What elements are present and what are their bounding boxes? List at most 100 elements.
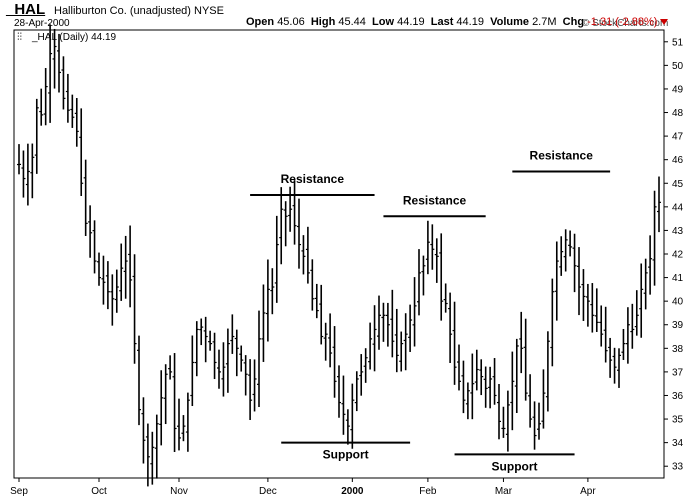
ohlc-bar [314,283,319,319]
ohlc-bar [119,243,124,301]
ohlc-bar [177,398,181,451]
ohlc-bar [105,261,110,310]
ohlc-bar [363,348,368,383]
x-tick-label: Nov [170,486,188,497]
ohlc-bar [417,249,421,316]
x-tick-label: Feb [419,486,437,497]
y-tick-label: 51 [672,37,684,48]
ohlc-bar [639,263,644,338]
ohlc-bar [61,56,66,110]
ohlc-bar [25,143,30,206]
ohlc-bar [234,329,239,377]
ohlc-bar [110,274,115,326]
ohlc-bar [612,347,617,384]
ohlc-bar [385,302,390,347]
ohlc-bar [559,236,564,276]
low-value: 44.19 [397,16,425,28]
ohlc-bar [163,364,168,425]
annotation-label: Resistance [530,148,594,162]
ohlc-bar [652,190,657,286]
ohlc-bar [52,28,57,89]
ohlc-bar [88,205,93,258]
down-arrow-icon [660,19,669,25]
y-tick-label: 49 [672,84,684,95]
ohlc-bar [190,335,195,407]
ohlc-bar [132,254,137,364]
ohlc-bar [48,24,53,123]
ohlc-bar [421,255,426,296]
y-tick-label: 44 [672,202,684,213]
ohlc-bar [394,308,399,373]
y-tick-label: 35 [672,415,684,426]
ohlc-bar [581,269,586,321]
y-tick-label: 41 [672,273,684,284]
ohlc-bar [292,180,297,245]
x-tick-label: Apr [580,486,596,497]
company-name: Halliburton Co. (unadjusted) NYSE [54,5,224,17]
ohlc-bar [194,321,199,377]
x-tick-label: Sep [10,486,28,497]
ohlc-bar [21,150,26,198]
chart-header: _HAL Halliburton Co. (unadjusted) NYSE 2… [0,0,700,30]
ohlc-bar [225,328,230,393]
y-tick-label: 33 [672,462,684,473]
open-value: 45.06 [277,16,305,28]
ohlc-bar [617,348,621,388]
y-tick-label: 48 [672,108,684,119]
ohlc-bar [141,397,146,464]
ohlc-bar [270,268,275,315]
annotation-label: Resistance [281,172,345,186]
ohlc-bar [128,225,133,308]
x-tick-label: Mar [495,486,513,497]
legend-icon: ⫶⫶ [17,32,22,43]
ohlc-bar [221,342,226,397]
ohlc-bar [537,402,541,440]
ohlc-bar [39,88,44,126]
ohlc-bar [212,332,217,380]
annotation-label: Resistance [403,193,467,207]
ohlc-bar [643,258,648,310]
ohlc-bar [630,303,635,349]
ohlc-bar [65,73,70,123]
ohlc-bar [554,241,559,321]
ohlc-bar [57,33,61,93]
ohlc-bar [199,318,204,346]
ohlc-bar [390,289,395,358]
ticker-symbol[interactable]: _HAL [6,1,46,18]
ohlc-bar [257,310,261,408]
ohlc-bar [70,94,75,128]
ohlc-bar [208,330,213,351]
ohlc-bar [203,316,208,363]
ohlc-bar [505,390,510,452]
ohlc-bar [381,302,386,342]
x-tick-label: Dec [259,486,277,497]
ohlc-bar [354,371,359,412]
ohlc-bar [274,215,279,303]
y-tick-label: 42 [672,250,684,261]
ohlc-bar [594,288,599,332]
ohlc-bar [279,187,284,265]
ohlc-bar [359,354,364,396]
ohlc-bar [350,383,355,449]
ohlc-bar [528,374,533,428]
stockcharts-logo[interactable]: © StockCharts.com [582,18,669,29]
quote-date: 28-Apr-2000 [14,18,70,29]
ohlc-bar [17,144,21,175]
ohlc-bar [341,375,346,435]
ohlc-series [17,24,661,487]
ohlc-bar [452,301,457,385]
ohlc-bar [461,360,466,414]
ohlc-bar [243,355,248,396]
y-tick-label: 46 [672,155,684,166]
ohlc-bar [265,259,270,342]
ohlc-bar [230,314,235,354]
ohlc-bar [545,331,550,412]
ohlc-bar [261,284,266,362]
ohlc-bar [599,305,604,347]
ohlc-bar [457,344,461,391]
ohlc-bar [465,382,470,420]
ohlc-bar [283,201,288,247]
ohlc-bar [434,238,439,283]
ohlc-bar [572,233,577,293]
ohlc-bar [239,345,244,372]
